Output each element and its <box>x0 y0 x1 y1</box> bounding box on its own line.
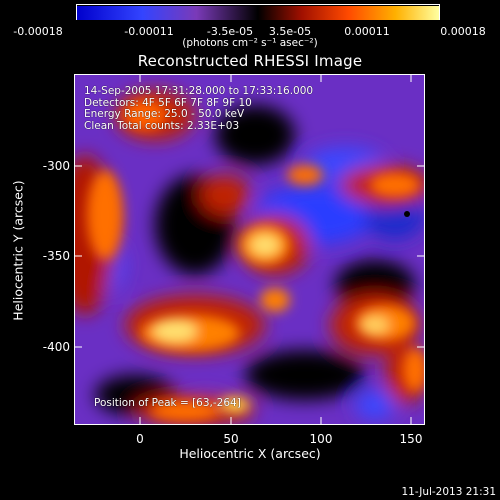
colorbar-units: (photons cm⁻² s⁻¹ asec⁻²) <box>182 37 318 49</box>
x-tick-label: 0 <box>136 432 144 446</box>
info-block: 14-Sep-2005 17:31:28.000 to 17:33:16.000… <box>84 85 314 132</box>
peak-marker <box>404 211 410 217</box>
y-tick-label: -350 <box>42 249 70 263</box>
y-tick-label: -400 <box>42 340 70 354</box>
peak-position-text: Position of Peak = [63,-264] <box>94 397 241 409</box>
colorbar-tick: 3.5e-05 <box>268 25 312 38</box>
info-line: Detectors: 4F 5F 6F 7F 8F 9F 10 <box>84 96 252 109</box>
colorbar-gradient <box>77 6 439 20</box>
info-line: 14-Sep-2005 17:31:28.000 to 17:33:16.000 <box>84 85 314 97</box>
x-tick-label: 150 <box>399 432 423 446</box>
y-axis-label: Heliocentric Y (arcsec) <box>10 180 26 321</box>
colorbar-tick: 0.00018 <box>440 25 486 38</box>
colorbar-tick: -0.00018 <box>13 25 63 38</box>
colorbar-tick: -3.5e-05 <box>206 25 254 38</box>
info-line: Energy Range: 25.0 - 50.0 keV <box>84 108 245 120</box>
colorbar-tick: 0.00011 <box>344 25 390 38</box>
x-axis-label: Heliocentric X (arcsec) <box>179 446 321 461</box>
timestamp: 11-Jul-2013 21:31 <box>401 486 496 498</box>
info-line: Clean Total counts: 2.33E+03 <box>84 119 240 132</box>
rhessi-image: 14-Sep-2005 17:31:28.000 to 17:33:16.000… <box>74 74 425 425</box>
plot-title: Reconstructed RHESSI Image <box>137 52 363 70</box>
axis-ticks <box>74 74 425 425</box>
colorbar-tick: -0.00011 <box>124 25 174 38</box>
y-tick-label: -300 <box>42 159 70 173</box>
x-tick-label: 50 <box>223 432 239 446</box>
colorbar <box>76 4 440 20</box>
image-map <box>75 75 424 424</box>
x-tick-label: 100 <box>309 432 333 446</box>
